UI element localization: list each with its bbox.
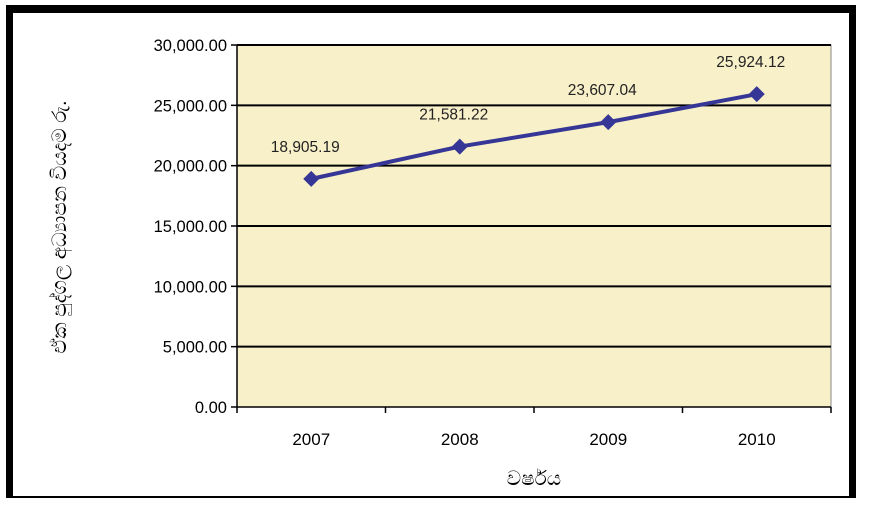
data-label: 18,905.19 bbox=[271, 139, 340, 156]
data-point bbox=[600, 114, 617, 131]
y-tick-label: 5,000.00 bbox=[163, 339, 227, 357]
series-group bbox=[303, 86, 765, 187]
y-tick-label: 25,000.00 bbox=[154, 97, 227, 115]
data-label: 21,581.22 bbox=[419, 107, 488, 124]
x-axis-title: වර්ෂය bbox=[507, 467, 561, 490]
series-line bbox=[310, 92, 758, 181]
y-tick-label: 0.00 bbox=[195, 399, 227, 417]
gridlines bbox=[237, 44, 831, 348]
y-tick-label: 20,000.00 bbox=[154, 158, 227, 176]
x-tick-label: 2007 bbox=[292, 430, 330, 449]
y-axis-title: ඒක පුද්ගල අධ්‍යාපන වියදම රු. bbox=[48, 100, 73, 353]
x-tick-label: 2009 bbox=[589, 430, 627, 449]
data-point bbox=[748, 86, 765, 103]
data-point bbox=[303, 170, 320, 187]
y-tick-label: 10,000.00 bbox=[154, 278, 227, 296]
data-label: 23,607.04 bbox=[568, 82, 637, 99]
y-ticks: 0.00 5,000.00 10,000.00 15,000.00 20,000.00 2… bbox=[154, 37, 237, 417]
data-point bbox=[451, 138, 468, 155]
y-tick-label: 30,000.00 bbox=[154, 37, 227, 55]
y-tick-label: 15,000.00 bbox=[154, 218, 227, 236]
data-label: 25,924.12 bbox=[716, 54, 785, 71]
x-tick-label: 2008 bbox=[441, 430, 479, 449]
data-labels: 18,905.19 21,581.22 23,607.04 25,924.12 bbox=[271, 54, 785, 156]
x-tick-label: 2010 bbox=[738, 430, 776, 449]
x-ticks: 2007 2008 2009 2010 bbox=[236, 407, 832, 449]
